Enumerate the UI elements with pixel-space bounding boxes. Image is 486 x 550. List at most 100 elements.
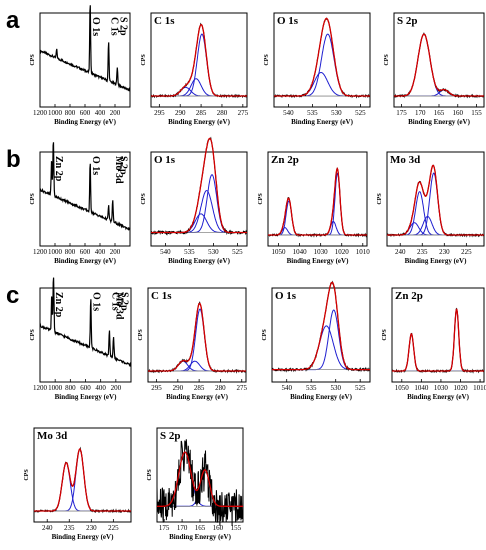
x-tick-label: 1010 xyxy=(473,384,486,392)
y-axis-label: CPS xyxy=(141,54,147,66)
y-axis-label: CPS xyxy=(384,54,390,66)
x-tick-label: 400 xyxy=(95,384,106,392)
x-tick-label: 530 xyxy=(330,384,341,392)
panel-title: Zn 2p xyxy=(395,290,423,302)
peak-annotation: S 2p xyxy=(118,292,129,311)
y-axis-label: CPS xyxy=(138,329,144,341)
plot-frame xyxy=(150,12,248,108)
plot-frame xyxy=(271,287,371,383)
x-tick-label: 525 xyxy=(232,248,243,256)
fit-envelope xyxy=(148,302,246,372)
x-tick-label: 200 xyxy=(111,384,122,392)
x-tick-label: 160 xyxy=(453,109,464,117)
y-axis-label: CPS xyxy=(258,193,264,205)
x-tick-label: 1200 xyxy=(33,109,48,117)
panel-title: Mo 3d xyxy=(37,430,67,442)
survey-spectrum xyxy=(39,277,132,368)
x-tick-label: 295 xyxy=(151,384,162,392)
x-tick-label: 1200 xyxy=(33,248,48,256)
x-axis-label: Binding Energy (eV) xyxy=(291,118,354,126)
x-tick-label: 400 xyxy=(95,248,106,256)
x-tick-label: 540 xyxy=(283,109,294,117)
x-tick-label: 290 xyxy=(175,109,186,117)
x-tick-label: 1000 xyxy=(48,248,63,256)
panel-title: O 1s xyxy=(277,15,299,27)
x-tick-label: 1200 xyxy=(33,384,48,392)
x-tick-label: 170 xyxy=(177,524,188,532)
x-tick-label: 225 xyxy=(108,524,119,532)
fit-envelope xyxy=(151,23,247,97)
peak-annotation: Zn 2p xyxy=(53,156,64,182)
x-tick-label: 230 xyxy=(86,524,97,532)
x-tick-label: 200 xyxy=(110,109,121,117)
x-tick-label: 230 xyxy=(439,248,450,256)
x-axis-label: Binding Energy (eV) xyxy=(54,118,117,126)
y-axis-label: CPS xyxy=(262,329,268,341)
x-tick-label: 800 xyxy=(65,384,76,392)
y-axis-label: CPS xyxy=(30,329,36,341)
panel-title: Mo 3d xyxy=(390,154,420,166)
x-tick-label: 285 xyxy=(196,109,207,117)
plot-frame xyxy=(273,12,371,108)
x-tick-label: 200 xyxy=(110,248,121,256)
peak-annotation: O 1s xyxy=(90,156,101,175)
x-axis-label: Binding Energy (eV) xyxy=(55,393,118,401)
fit-envelope xyxy=(268,167,367,236)
x-axis-label: Binding Energy (eV) xyxy=(168,257,231,265)
plot-frame xyxy=(267,151,368,247)
panel-title: C 1s xyxy=(154,15,175,27)
peak-annotation: O 1s xyxy=(90,17,101,36)
plot-frame xyxy=(150,151,248,247)
fit-envelope xyxy=(274,17,370,97)
survey-spectrum xyxy=(39,142,131,231)
x-tick-label: 1030 xyxy=(314,248,329,256)
x-tick-label: 1030 xyxy=(434,384,449,392)
y-axis-label: CPS xyxy=(24,469,30,481)
x-tick-label: 540 xyxy=(160,248,171,256)
x-tick-label: 535 xyxy=(306,384,317,392)
x-tick-label: 170 xyxy=(415,109,426,117)
x-axis-label: Binding Energy (eV) xyxy=(52,533,115,541)
panel-title: C 1s xyxy=(151,290,172,302)
x-tick-label: 600 xyxy=(80,248,91,256)
panel-c-c-1s: C 1s CPS 295 290 285 280 275 Binding Energy (eV… xyxy=(138,287,247,401)
peak-annotation: Mo 3d xyxy=(114,292,125,320)
fit-envelope xyxy=(272,281,370,371)
peak-annotation: S 2p xyxy=(117,17,128,36)
y-axis-label: CPS xyxy=(377,193,383,205)
x-tick-label: 535 xyxy=(307,109,318,117)
panel-b-zn-2p: Zn 2p CPS 1050 1040 1030 1020 1010 Binding Ener… xyxy=(258,151,370,265)
x-tick-label: 1040 xyxy=(293,248,308,256)
fit-envelope xyxy=(394,33,484,97)
x-tick-label: 525 xyxy=(355,384,366,392)
x-tick-label: 155 xyxy=(471,109,482,117)
peak-annotation: Mo 3d xyxy=(113,156,124,184)
x-tick-label: 240 xyxy=(42,524,53,532)
raw-spectrum xyxy=(156,439,244,527)
x-tick-label: 1020 xyxy=(335,248,350,256)
fit-envelope xyxy=(157,451,243,507)
x-tick-label: 240 xyxy=(395,248,406,256)
y-axis-label: CPS xyxy=(382,329,388,341)
x-tick-label: 535 xyxy=(184,248,195,256)
x-tick-label: 540 xyxy=(281,384,292,392)
y-axis-label: CPS xyxy=(147,469,153,481)
x-tick-label: 160 xyxy=(213,524,224,532)
x-tick-label: 290 xyxy=(173,384,184,392)
x-axis-label: Binding Energy (eV) xyxy=(169,533,232,541)
x-tick-label: 275 xyxy=(236,384,247,392)
peak-annotation: C 1s xyxy=(109,292,120,311)
fit-envelope xyxy=(387,164,484,236)
y-axis-label: CPS xyxy=(30,193,36,205)
x-axis-label: Binding Energy (eV) xyxy=(168,118,231,126)
x-tick-label: 800 xyxy=(65,109,76,117)
x-tick-label: 1000 xyxy=(48,109,63,117)
